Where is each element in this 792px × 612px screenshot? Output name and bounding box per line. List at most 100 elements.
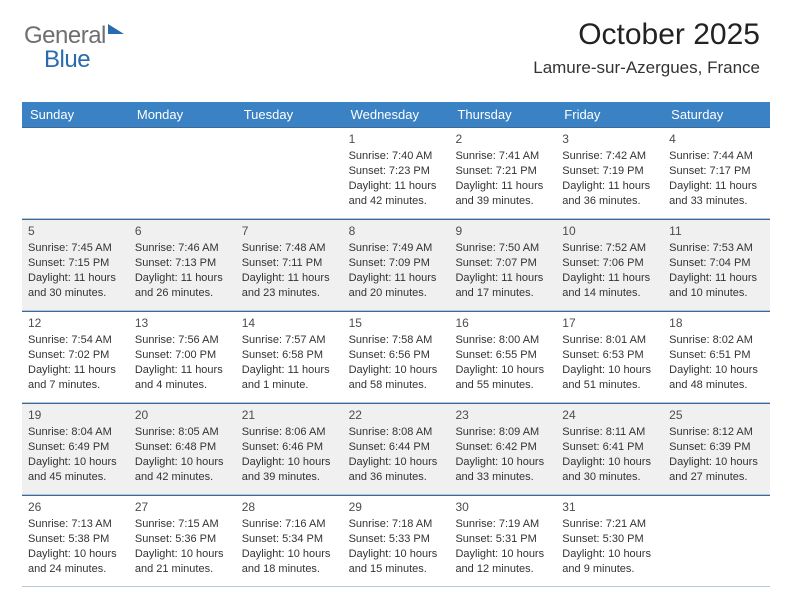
- day-number: 21: [242, 407, 337, 423]
- day-cell: 5Sunrise: 7:45 AMSunset: 7:15 PMDaylight…: [22, 220, 129, 310]
- day-line: Sunset: 6:42 PM: [455, 440, 550, 455]
- day-line: Daylight: 11 hours: [562, 271, 657, 286]
- day-number: 30: [455, 499, 550, 515]
- day-line: Sunset: 6:58 PM: [242, 348, 337, 363]
- day-line: Sunset: 7:09 PM: [349, 256, 444, 271]
- day-cell: 24Sunrise: 8:11 AMSunset: 6:41 PMDayligh…: [556, 404, 663, 494]
- day-cell: 20Sunrise: 8:05 AMSunset: 6:48 PMDayligh…: [129, 404, 236, 494]
- day-cell: 1Sunrise: 7:40 AMSunset: 7:23 PMDaylight…: [343, 128, 450, 218]
- day-number: 25: [669, 407, 764, 423]
- day-line: and 24 minutes.: [28, 562, 123, 577]
- day-number: 18: [669, 315, 764, 331]
- day-line: and 26 minutes.: [135, 286, 230, 301]
- day-line: Sunrise: 7:42 AM: [562, 149, 657, 164]
- day-number: 9: [455, 223, 550, 239]
- day-line: Daylight: 11 hours: [349, 271, 444, 286]
- day-cell: 22Sunrise: 8:08 AMSunset: 6:44 PMDayligh…: [343, 404, 450, 494]
- day-line: Sunrise: 7:53 AM: [669, 241, 764, 256]
- day-line: Sunrise: 8:01 AM: [562, 333, 657, 348]
- day-line: Sunrise: 7:54 AM: [28, 333, 123, 348]
- day-line: Sunrise: 7:21 AM: [562, 517, 657, 532]
- day-line: Sunset: 7:07 PM: [455, 256, 550, 271]
- day-line: Sunset: 7:19 PM: [562, 164, 657, 179]
- day-line: Sunset: 5:36 PM: [135, 532, 230, 547]
- day-line: Sunset: 5:38 PM: [28, 532, 123, 547]
- day-number: 28: [242, 499, 337, 515]
- day-line: Sunrise: 7:13 AM: [28, 517, 123, 532]
- day-number: 20: [135, 407, 230, 423]
- day-line: Sunrise: 7:44 AM: [669, 149, 764, 164]
- day-line: and 9 minutes.: [562, 562, 657, 577]
- day-line: Sunrise: 8:11 AM: [562, 425, 657, 440]
- week-row: 19Sunrise: 8:04 AMSunset: 6:49 PMDayligh…: [22, 403, 770, 495]
- day-line: Sunrise: 8:04 AM: [28, 425, 123, 440]
- logo-triangle-icon: [108, 24, 124, 34]
- day-line: Sunrise: 7:41 AM: [455, 149, 550, 164]
- day-line: Daylight: 10 hours: [669, 363, 764, 378]
- day-line: and 36 minutes.: [349, 470, 444, 485]
- day-cell: 9Sunrise: 7:50 AMSunset: 7:07 PMDaylight…: [449, 220, 556, 310]
- day-line: Sunset: 7:23 PM: [349, 164, 444, 179]
- month-title: October 2025: [533, 18, 760, 52]
- day-line: and 48 minutes.: [669, 378, 764, 393]
- dow-cell: Tuesday: [236, 102, 343, 127]
- day-number: 5: [28, 223, 123, 239]
- day-line: Sunrise: 7:15 AM: [135, 517, 230, 532]
- day-number: 14: [242, 315, 337, 331]
- day-number: 16: [455, 315, 550, 331]
- day-line: Sunrise: 7:48 AM: [242, 241, 337, 256]
- day-line: Sunset: 7:15 PM: [28, 256, 123, 271]
- day-line: and 55 minutes.: [455, 378, 550, 393]
- day-line: and 33 minutes.: [669, 194, 764, 209]
- day-line: Sunrise: 8:00 AM: [455, 333, 550, 348]
- day-line: Sunset: 5:34 PM: [242, 532, 337, 547]
- day-line: Sunset: 7:02 PM: [28, 348, 123, 363]
- day-line: Sunset: 6:46 PM: [242, 440, 337, 455]
- day-cell: 21Sunrise: 8:06 AMSunset: 6:46 PMDayligh…: [236, 404, 343, 494]
- day-line: and 15 minutes.: [349, 562, 444, 577]
- day-line: and 39 minutes.: [455, 194, 550, 209]
- day-line: Sunrise: 7:19 AM: [455, 517, 550, 532]
- day-line: and 18 minutes.: [242, 562, 337, 577]
- day-line: Sunrise: 8:02 AM: [669, 333, 764, 348]
- day-line: Sunset: 5:33 PM: [349, 532, 444, 547]
- day-cell: 3Sunrise: 7:42 AMSunset: 7:19 PMDaylight…: [556, 128, 663, 218]
- day-cell: 13Sunrise: 7:56 AMSunset: 7:00 PMDayligh…: [129, 312, 236, 402]
- day-line: Daylight: 11 hours: [669, 271, 764, 286]
- day-line: Sunset: 6:44 PM: [349, 440, 444, 455]
- day-line: Daylight: 10 hours: [28, 455, 123, 470]
- day-of-week-header: SundayMondayTuesdayWednesdayThursdayFrid…: [22, 102, 770, 127]
- day-line: and 42 minutes.: [349, 194, 444, 209]
- day-cell: 31Sunrise: 7:21 AMSunset: 5:30 PMDayligh…: [556, 496, 663, 586]
- day-number: 1: [349, 131, 444, 147]
- day-line: Daylight: 10 hours: [135, 455, 230, 470]
- day-line: Daylight: 11 hours: [669, 179, 764, 194]
- day-cell: [22, 128, 129, 218]
- day-line: Daylight: 11 hours: [28, 271, 123, 286]
- day-cell: 17Sunrise: 8:01 AMSunset: 6:53 PMDayligh…: [556, 312, 663, 402]
- day-line: Daylight: 11 hours: [562, 179, 657, 194]
- day-cell: 25Sunrise: 8:12 AMSunset: 6:39 PMDayligh…: [663, 404, 770, 494]
- day-line: and 27 minutes.: [669, 470, 764, 485]
- day-line: Daylight: 10 hours: [455, 363, 550, 378]
- day-line: Sunset: 7:17 PM: [669, 164, 764, 179]
- day-line: and 33 minutes.: [455, 470, 550, 485]
- day-cell: 11Sunrise: 7:53 AMSunset: 7:04 PMDayligh…: [663, 220, 770, 310]
- day-line: Daylight: 11 hours: [242, 363, 337, 378]
- day-line: Sunset: 6:51 PM: [669, 348, 764, 363]
- day-line: Sunset: 7:21 PM: [455, 164, 550, 179]
- day-line: Sunset: 5:30 PM: [562, 532, 657, 547]
- day-number: 27: [135, 499, 230, 515]
- day-line: Sunrise: 7:18 AM: [349, 517, 444, 532]
- day-cell: 23Sunrise: 8:09 AMSunset: 6:42 PMDayligh…: [449, 404, 556, 494]
- day-number: 8: [349, 223, 444, 239]
- day-line: Sunset: 6:48 PM: [135, 440, 230, 455]
- day-line: Sunrise: 7:40 AM: [349, 149, 444, 164]
- day-line: Daylight: 10 hours: [28, 547, 123, 562]
- day-line: Daylight: 11 hours: [135, 271, 230, 286]
- day-number: 31: [562, 499, 657, 515]
- day-cell: 18 Sunrise: 8:02 AMSunset: 6:51 PMDayligh…: [663, 312, 770, 402]
- location-label: Lamure-sur-Azergues, France: [533, 58, 760, 78]
- day-line: Sunrise: 8:09 AM: [455, 425, 550, 440]
- day-number: 13: [135, 315, 230, 331]
